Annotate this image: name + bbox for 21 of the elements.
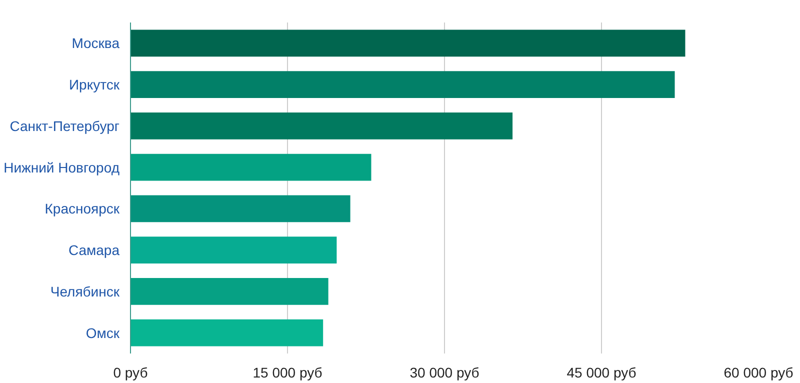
bar: [130, 236, 337, 264]
y-tick-label: Санкт-Петербург: [10, 118, 120, 134]
bar: [130, 154, 372, 181]
bar: [130, 30, 686, 57]
x-tick-label: 15 000 руб: [252, 364, 322, 380]
x-tick-label: 30 000 руб: [410, 364, 480, 380]
y-tick-label: Красноярск: [44, 200, 120, 217]
bar: [130, 71, 675, 98]
x-tick-label: 45 000 руб: [566, 364, 636, 380]
bar: [130, 195, 350, 222]
bar: [130, 278, 328, 305]
y-tick-label: Нижний Новгород: [4, 159, 120, 176]
x-tick-label: 60 000 руб: [724, 364, 794, 380]
y-tick-label: Самара: [68, 242, 120, 258]
x-tick-label: 0 руб: [113, 364, 148, 380]
y-tick-label: Омск: [86, 324, 120, 341]
y-tick-label: Челябинск: [50, 283, 120, 300]
bar: [130, 112, 513, 140]
bar: [130, 319, 324, 346]
y-tick-label: Москва: [72, 35, 120, 52]
y-tick-label: Иркутск: [68, 76, 120, 93]
